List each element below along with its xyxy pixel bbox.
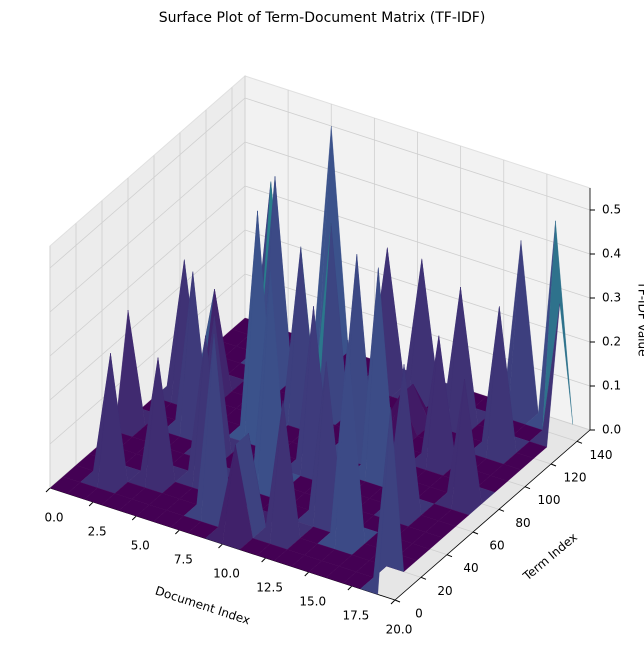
z-tick-label: 0.3 [602, 291, 621, 305]
y-tick [576, 440, 583, 444]
x-tick [261, 557, 266, 563]
y-tick [498, 508, 505, 512]
y-tick-label: 40 [463, 561, 478, 575]
x-tick-label: 0.0 [44, 511, 63, 525]
z-tick-label: 0.2 [602, 335, 621, 349]
x-tick [131, 515, 137, 521]
y-axis-label: Term Index [520, 530, 580, 584]
z-tick-label: 0.5 [602, 203, 621, 217]
grid-line [49, 141, 246, 313]
x-tick [88, 501, 94, 507]
x-tick-label: 12.5 [256, 581, 283, 595]
y-tick [394, 599, 401, 603]
y-tick-label: 60 [489, 539, 504, 553]
y-tick [550, 463, 557, 467]
axis-line [394, 429, 591, 601]
grid-line [244, 229, 591, 343]
x-tick-label: 5.0 [131, 539, 150, 553]
y-tick-label: 120 [564, 471, 587, 485]
y-tick-label: 100 [538, 493, 561, 507]
x-tick [347, 585, 353, 591]
x-tick [45, 487, 51, 493]
y-tick-label: 20 [437, 584, 452, 598]
x-tick-label: 10.0 [213, 567, 240, 581]
x-tick [390, 599, 396, 605]
x-tick-label: 2.5 [88, 525, 107, 539]
y-tick-label: 0 [415, 607, 423, 621]
x-tick-label: 20.0 [386, 623, 413, 637]
y-tick-label: 140 [590, 448, 613, 462]
grid-line [244, 185, 591, 299]
z-tick-label: 0.1 [602, 379, 621, 393]
grid-line [244, 141, 591, 255]
x-tick-label: 7.5 [174, 553, 193, 567]
surface-face [360, 407, 391, 595]
grid-line [49, 229, 246, 401]
grid-line [49, 97, 246, 269]
z-tick-label: 0.4 [602, 247, 621, 261]
x-tick-label: 15.0 [299, 595, 326, 609]
x-tick [218, 543, 223, 549]
y-tick [472, 531, 479, 535]
x-tick [175, 529, 180, 535]
z-axis-label: TF-IDF Value [636, 280, 644, 356]
grid-line [244, 97, 591, 211]
z-tick-label: 0.0 [602, 423, 621, 437]
y-tick [446, 554, 453, 558]
y-tick [420, 576, 427, 580]
x-tick-label: 17.5 [343, 609, 370, 623]
y-tick [524, 486, 531, 490]
grid-line [49, 185, 246, 357]
y-tick-label: 80 [515, 516, 530, 530]
x-axis-label: Document Index [153, 584, 252, 628]
x-tick [304, 571, 310, 577]
chart-title: Surface Plot of Term-Document Matrix (TF… [159, 10, 486, 26]
